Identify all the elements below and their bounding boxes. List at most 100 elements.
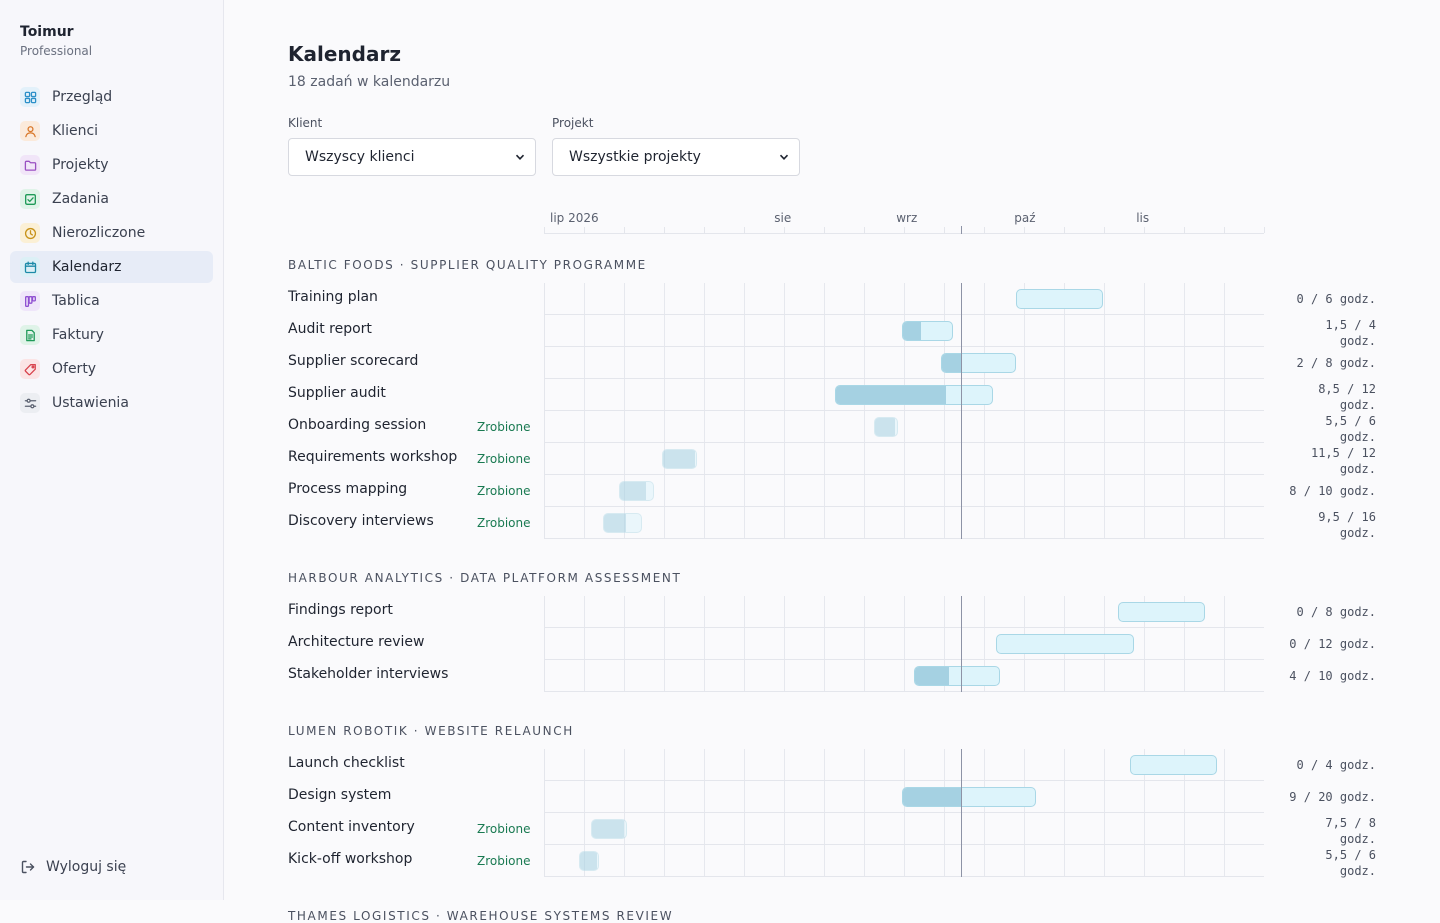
check-square-icon [20,189,40,209]
sidebar-item-zadania[interactable]: Zadania [10,183,213,215]
task-name: Onboarding session [288,417,427,433]
timeline-header: lip 2026 sie wrz paź lis [544,210,1265,234]
sidebar-item-kalendarz[interactable]: Kalendarz [10,251,213,283]
task-name: Supplier scorecard [288,353,419,369]
timeline-tick [664,227,665,233]
task-track [544,628,1264,660]
task-row[interactable]: Design system 9 / 20 godz. [288,781,1388,813]
sidebar-item-nierozliczone[interactable]: Nierozliczone [10,217,213,249]
project-select[interactable]: Wszystkie projekty [552,138,800,176]
task-hours: 5,5 / 6 godz. [1325,414,1376,444]
task-name: Requirements workshop [288,449,458,465]
task-track [544,443,1264,475]
status-badge: Zrobione [477,420,531,434]
grid-icon [20,87,40,107]
invoice-icon [20,325,40,345]
task-progress-fill [604,514,627,532]
task-bar[interactable] [902,787,1036,807]
task-bar[interactable] [913,666,1001,686]
group-title: LUMEN ROBOTIK · WEBSITE RELAUNCH [288,724,574,738]
status-badge: Zrobione [477,484,531,498]
task-bar[interactable] [662,449,698,469]
task-bar[interactable] [1016,289,1103,309]
sidebar-item-projekty[interactable]: Projekty [10,149,213,181]
page-title: Kalendarz [288,42,401,66]
task-name: Findings report [288,602,393,618]
task-row[interactable]: Supplier scorecard 2 / 8 godz. [288,347,1388,379]
task-hours: 1,5 / 4 godz. [1325,318,1376,348]
task-row[interactable]: Onboarding session Zrobione 5,5 / 6 godz. [288,411,1388,444]
task-row[interactable]: Requirements workshop Zrobione 11,5 / 12 g… [288,443,1388,476]
logout-button[interactable]: Wyloguj się [20,859,126,875]
project-select-value: Wszystkie projekty [569,149,701,165]
timeline-tick [544,227,545,233]
group-title: HARBOUR ANALYTICS · DATA PLATFORM ASSESS… [288,571,682,585]
sidebar-item-tablica[interactable]: Tablica [10,285,213,317]
task-bar[interactable] [996,634,1135,654]
task-row[interactable]: Training plan 0 / 6 godz. [288,283,1388,315]
sidebar-item-oferty[interactable]: Oferty [10,353,213,385]
task-row[interactable]: Process mapping Zrobione 8 / 10 godz. [288,475,1388,507]
board-icon [20,291,40,311]
project-filter-label: Projekt [552,116,594,130]
task-bar[interactable] [835,385,993,405]
task-progress-fill [836,386,947,404]
sidebar-item-label: Ustawienia [52,395,129,411]
sidebar-item-ustawienia[interactable]: Ustawienia [10,387,213,419]
task-row[interactable]: Audit report 1,5 / 4 godz. [288,315,1388,348]
task-bar[interactable] [618,481,655,501]
task-row[interactable]: Supplier audit 8,5 / 12 godz. [288,379,1388,412]
task-name: Kick-off workshop [288,851,413,867]
task-row[interactable]: Stakeholder interviews 4 / 10 godz. [288,660,1388,692]
sidebar-item-przeglad[interactable]: Przegląd [10,81,213,113]
sidebar-item-faktury[interactable]: Faktury [10,319,213,351]
task-progress-fill [875,418,896,436]
task-progress-fill [663,450,696,468]
task-row[interactable]: Content inventory Zrobione 7,5 / 8 godz. [288,813,1388,846]
timeline-tick [1264,227,1265,233]
group-title: BALTIC FOODS · SUPPLIER QUALITY PROGRAMM… [288,258,647,272]
sidebar-nav: Przegląd Klienci Projekty Zadania Nierozlicz… [10,81,213,421]
task-bar[interactable] [591,819,627,839]
tag-icon [20,359,40,379]
task-hours: 8,5 / 12 godz. [1318,382,1376,412]
task-bar[interactable] [1130,755,1217,775]
client-select[interactable]: Wszyscy klienci [288,138,536,176]
sidebar-item-label: Klienci [52,123,99,139]
task-progress-fill [592,820,624,838]
task-progress-fill [914,667,949,685]
sidebar-item-label: Kalendarz [52,259,122,275]
timeline-tick [784,227,785,233]
task-bar[interactable] [941,353,1017,373]
task-name: Audit report [288,321,372,337]
task-row[interactable]: Launch checklist 0 / 4 godz. [288,749,1388,781]
task-hours: 8 / 10 godz. [1289,484,1376,498]
task-row[interactable]: Discovery interviews Zrobione 9,5 / 16 god… [288,507,1388,540]
clock-icon [20,223,40,243]
task-bar[interactable] [874,417,899,437]
task-hours: 0 / 4 godz. [1296,758,1376,772]
brand-plan: Professional [20,44,93,58]
sidebar-item-label: Zadania [52,191,109,207]
task-bar[interactable] [603,513,643,533]
task-row[interactable]: Architecture review 0 / 12 godz. [288,628,1388,660]
task-name: Architecture review [288,634,425,650]
client-filter: Klient Wszyscy klienci [288,116,536,176]
task-row[interactable]: Findings report 0 / 8 godz. [288,596,1388,628]
timeline-tick [1064,227,1065,233]
task-progress-fill [903,322,922,340]
task-bar[interactable] [902,321,954,341]
task-track [544,411,1264,443]
timeline-tick [1104,227,1105,233]
timeline-tick [584,227,585,233]
timeline-tick [904,227,905,233]
status-badge: Zrobione [477,452,531,466]
task-row[interactable]: Kick-off workshop Zrobione 5,5 / 6 godz. [288,845,1388,878]
sidebar-item-klienci[interactable]: Klienci [10,115,213,147]
task-name: Supplier audit [288,385,386,401]
task-bar[interactable] [579,851,600,871]
month-label: wrz [896,211,918,225]
sidebar-item-label: Faktury [52,327,104,343]
task-bar[interactable] [1118,602,1205,622]
calendar-icon [20,257,40,277]
